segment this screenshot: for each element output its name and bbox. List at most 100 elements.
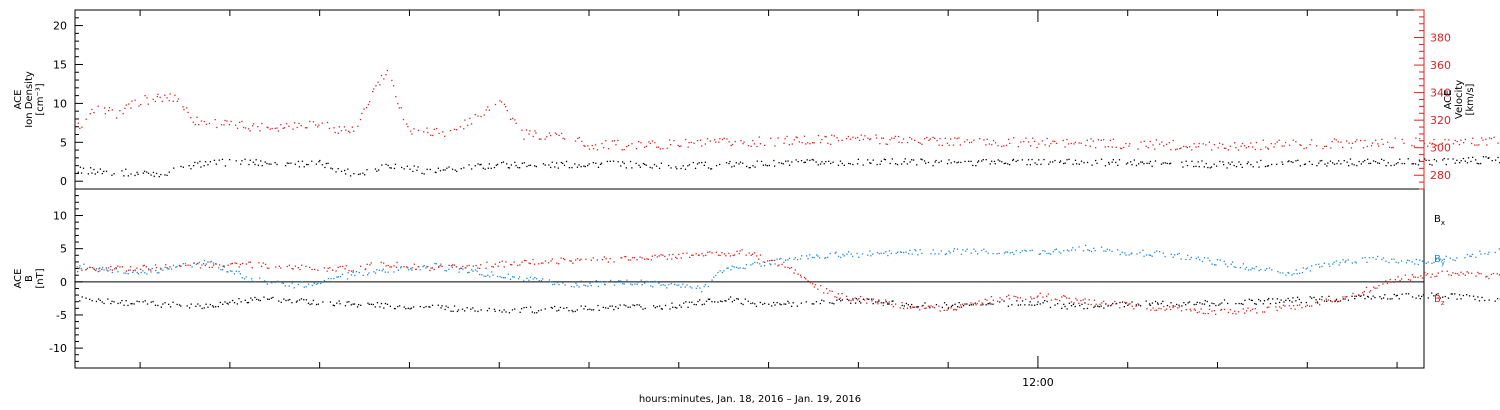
bx-point	[737, 298, 739, 300]
velocity-point	[584, 145, 586, 147]
bz-point	[134, 269, 136, 271]
by	[76, 244, 1500, 293]
by-point	[699, 287, 701, 289]
top-left-y-label: 5	[60, 136, 67, 149]
bz-point	[789, 267, 791, 269]
bz-point	[1370, 290, 1372, 292]
ion-density-point	[401, 166, 403, 169]
by-point	[998, 252, 1000, 255]
bz-point	[632, 257, 634, 259]
bz-point	[1394, 279, 1396, 281]
bx-point	[913, 306, 915, 308]
velocity-point	[719, 138, 721, 140]
ion-density-point	[638, 164, 640, 166]
ion-density-point	[609, 160, 611, 162]
by-point	[528, 279, 530, 281]
ion-density-point	[423, 173, 425, 175]
velocity-point	[1085, 144, 1087, 147]
velocity-point	[1423, 142, 1425, 145]
by-point	[1250, 269, 1252, 271]
velocity-point	[470, 123, 473, 125]
bx-point	[1456, 298, 1458, 300]
bx-point	[759, 301, 761, 304]
ion-density-point	[1418, 159, 1421, 161]
bz-point	[477, 267, 479, 269]
by-point	[376, 269, 378, 271]
ion-density-point	[587, 164, 589, 167]
velocity-point	[897, 135, 900, 138]
bz-point	[702, 255, 705, 257]
by-point	[268, 281, 270, 283]
by-point	[938, 253, 940, 255]
by-point	[779, 258, 781, 260]
bz-point	[1266, 306, 1268, 309]
bx-point	[461, 308, 464, 310]
bx-point	[559, 306, 562, 309]
bz-point	[946, 309, 948, 311]
by-point	[518, 276, 521, 278]
by-point	[1052, 251, 1054, 253]
bx-point	[529, 306, 532, 308]
bx-point	[1328, 295, 1330, 297]
bz-point	[932, 306, 934, 308]
velocity-point	[1283, 145, 1285, 147]
velocity-point	[309, 120, 311, 123]
bz-point	[150, 269, 152, 271]
bx-point	[1300, 301, 1302, 304]
ion-density-point	[1168, 163, 1171, 165]
velocity-point	[474, 114, 476, 116]
velocity-point	[1490, 138, 1493, 140]
velocity-point	[742, 143, 744, 145]
bz-point	[1407, 278, 1410, 281]
bx-point	[574, 310, 576, 313]
bx-point	[1221, 302, 1223, 304]
by-point	[485, 275, 487, 277]
bx-point	[1339, 300, 1342, 302]
by-point	[1443, 258, 1445, 260]
ion-density-point	[1185, 160, 1187, 162]
bz-point	[480, 264, 482, 266]
ion-density-point	[920, 158, 922, 160]
ion-density	[77, 156, 1500, 178]
bz-point	[592, 257, 594, 259]
velocity-point	[267, 127, 269, 129]
bx-point	[232, 299, 234, 302]
velocity-point	[464, 119, 466, 121]
bz-point	[723, 253, 726, 255]
bz-point	[697, 254, 700, 256]
bx-point	[1382, 297, 1385, 299]
velocity-point	[1017, 146, 1019, 148]
bx-point	[263, 296, 265, 298]
by-point	[636, 283, 638, 285]
by-point	[590, 284, 592, 287]
bx-point	[397, 305, 399, 308]
by-point	[1058, 251, 1060, 253]
bz-point	[262, 262, 264, 264]
velocity-point	[1092, 140, 1094, 142]
ion-density-point	[1290, 161, 1292, 163]
by-point	[1070, 249, 1073, 251]
ion-density-point	[417, 166, 419, 168]
bx-point	[348, 301, 350, 303]
ion-density-point	[487, 167, 489, 169]
velocity-point	[928, 139, 930, 141]
velocity-point	[696, 139, 699, 142]
bz-point	[1378, 284, 1380, 287]
bz-point	[89, 266, 91, 269]
bz-point	[547, 262, 550, 264]
bx-point	[1042, 302, 1044, 304]
ion-density-point	[1125, 163, 1128, 165]
velocity-point	[433, 128, 435, 130]
velocity-point	[1278, 139, 1280, 141]
velocity-point	[1123, 146, 1125, 149]
by-point	[829, 252, 831, 255]
bz-point	[1404, 274, 1406, 276]
bx-point	[201, 307, 203, 310]
bz-point	[1211, 310, 1213, 312]
by-point	[1309, 270, 1312, 272]
bz-point	[1001, 299, 1003, 301]
bx-point	[1374, 296, 1376, 299]
bx-point	[1021, 300, 1024, 302]
ion-density-point	[519, 167, 521, 169]
ion-density-point	[719, 163, 721, 166]
